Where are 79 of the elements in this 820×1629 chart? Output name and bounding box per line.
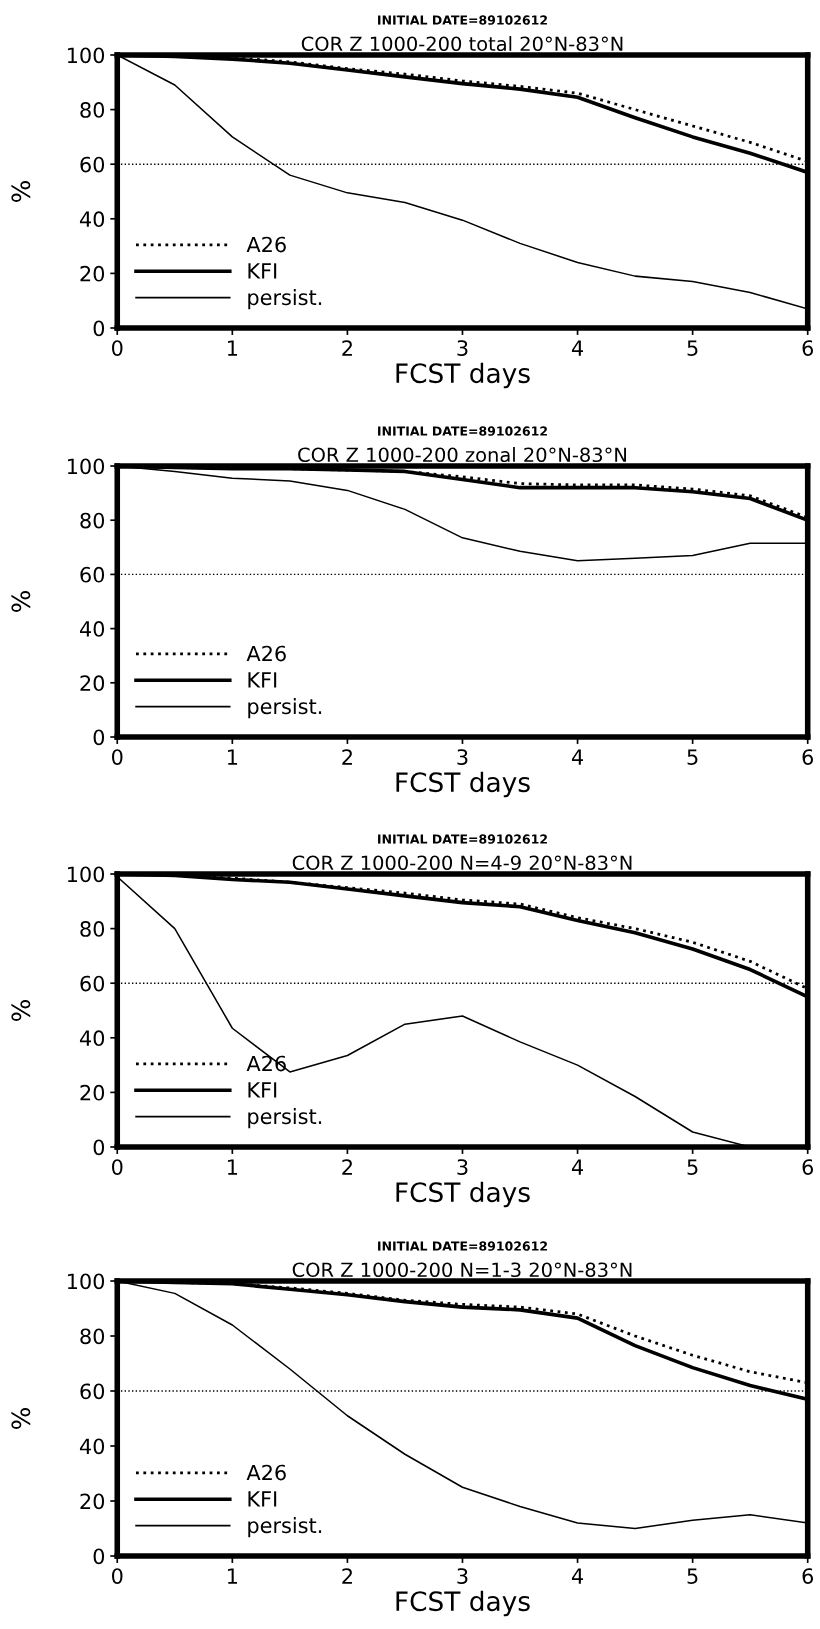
x-tick-label: 2	[342, 749, 352, 765]
x-tick-label: 2	[342, 1159, 352, 1175]
x-tick-label: 0	[112, 1159, 123, 1175]
chart-title: COR Z 1000-200 N=1-3 20°N-83°N	[292, 1262, 632, 1278]
x-axis-title: FCST days	[396, 771, 530, 798]
chart-subtitle: INITIAL DATE=89102612	[378, 1241, 547, 1251]
y-tick-label: 60	[80, 566, 105, 583]
y-tick-label: 0	[93, 320, 105, 337]
chart-title: COR Z 1000-200 zonal 20°N-83°N	[298, 447, 626, 463]
y-tick-label: 0	[93, 1548, 105, 1565]
x-tick-label: 0	[112, 749, 123, 765]
x-axis-title: FCST days	[396, 1181, 530, 1208]
y-tick-label: 0	[93, 729, 105, 746]
y-tick-label: 40	[79, 1030, 105, 1047]
x-tick-label: 3	[457, 1159, 468, 1175]
legend-label: persist.	[248, 1108, 322, 1129]
y-tick-label: 60	[80, 975, 105, 992]
x-tick-label: 2	[342, 340, 352, 356]
y-tick-label: 80	[80, 1328, 105, 1345]
y-axis-title: %	[11, 591, 31, 612]
x-tick-label: 5	[687, 1159, 698, 1175]
x-tick-label: 1	[227, 1159, 238, 1175]
x-axis-title: FCST days	[396, 1590, 530, 1617]
x-tick-label: 4	[571, 340, 584, 356]
x-tick-label: 1	[227, 749, 238, 765]
x-tick-label: 4	[571, 1159, 584, 1175]
chart-title: COR Z 1000-200 total 20°N-83°N	[301, 36, 623, 52]
legend-label: KFI	[248, 1082, 277, 1098]
y-tick-label: 40	[79, 621, 105, 637]
x-tick-label: 1	[227, 1568, 238, 1584]
y-tick-label: 100	[67, 866, 105, 883]
x-tick-label: 5	[687, 1568, 698, 1584]
y-tick-label: 20	[80, 1493, 105, 1510]
legend-label: A26	[246, 645, 286, 662]
y-tick-label: 80	[80, 921, 105, 937]
y-tick-label: 60	[80, 156, 105, 173]
y-tick-label: 20	[80, 1084, 105, 1101]
x-axis-title: FCST days	[396, 362, 530, 389]
y-tick-label: 40	[79, 211, 105, 228]
x-tick-label: 4	[571, 1568, 584, 1584]
chart-subtitle: INITIAL DATE=89102612	[378, 426, 547, 436]
legend-label: persist.	[248, 289, 322, 310]
x-tick-label: 3	[457, 1568, 468, 1584]
chart-subtitle: INITIAL DATE=89102612	[378, 834, 547, 844]
chart-title: COR Z 1000-200 N=4-9 20°N-83°N	[292, 855, 632, 871]
y-axis-title: %	[11, 1408, 31, 1429]
x-tick-label: 4	[571, 749, 584, 765]
y-tick-label: 100	[67, 47, 105, 64]
y-tick-label: 60	[80, 1383, 105, 1400]
legend-label: persist.	[248, 1517, 322, 1538]
y-tick-label: 100	[67, 458, 105, 475]
x-tick-label: 3	[457, 749, 468, 765]
x-tick-label: 5	[687, 749, 698, 765]
x-tick-label: 3	[457, 340, 468, 356]
y-axis-title: %	[11, 1000, 31, 1021]
x-tick-label: 5	[687, 340, 698, 356]
chart-subtitle: INITIAL DATE=89102612	[378, 15, 547, 25]
legend-label: KFI	[248, 672, 277, 688]
y-tick-label: 20	[80, 265, 105, 282]
x-tick-label: 6	[802, 340, 814, 356]
y-tick-label: 100	[67, 1273, 105, 1290]
legend-label: A26	[246, 236, 286, 253]
x-tick-label: 6	[802, 749, 814, 765]
x-tick-label: 6	[802, 1159, 814, 1175]
legend-label: persist.	[248, 698, 322, 719]
x-tick-label: 1	[227, 340, 238, 356]
y-tick-label: 80	[80, 102, 105, 118]
x-tick-label: 0	[112, 1568, 123, 1584]
y-tick-label: 20	[80, 675, 105, 692]
legend-label: A26	[246, 1464, 286, 1481]
x-tick-label: 6	[802, 1568, 814, 1584]
x-tick-label: 0	[112, 340, 123, 356]
y-tick-label: 0	[93, 1139, 105, 1156]
y-tick-label: 80	[80, 512, 105, 529]
legend-label: KFI	[248, 263, 277, 279]
y-axis-title: %	[11, 181, 31, 202]
y-tick-label: 40	[79, 1438, 105, 1455]
legend-label: KFI	[248, 1491, 277, 1507]
x-tick-label: 2	[342, 1568, 352, 1584]
